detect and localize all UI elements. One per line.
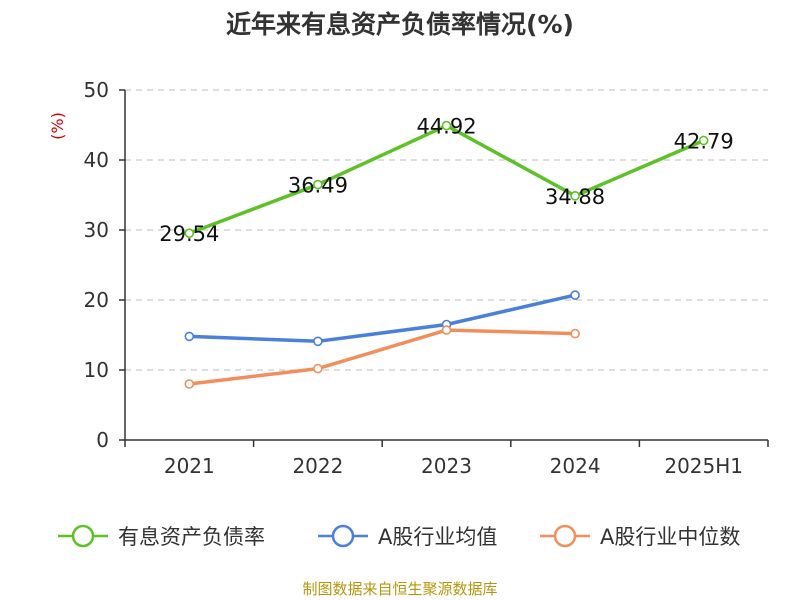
legend-label: 有息资产负债率 xyxy=(118,525,265,549)
y-tick-label: 0 xyxy=(96,428,109,452)
legend: 有息资产负债率 A股行业均值 A股行业中位数 xyxy=(58,524,740,549)
data-point xyxy=(313,363,323,374)
data-label: 36.49 xyxy=(288,174,348,198)
x-tick-label: 2023 xyxy=(421,454,472,478)
axis-layer: 0 10 20 30 40 50 2021 2022 2023 2024 2025H1 xyxy=(84,78,769,478)
y-tick-label: 40 xyxy=(84,148,109,172)
data-point xyxy=(184,228,195,239)
series-line xyxy=(188,123,705,235)
data-point xyxy=(698,135,709,146)
data-label: 42.79 xyxy=(674,129,734,153)
data-point xyxy=(313,336,323,347)
legend-label: A股行业中位数 xyxy=(600,525,740,549)
data-label: 29.54 xyxy=(159,222,219,246)
chart-title: 近年来有息资产负债率情况(%) xyxy=(226,10,574,39)
x-tick-label: 2021 xyxy=(164,454,215,478)
source-note: 制图数据来自恒生聚源数据库 xyxy=(302,580,497,598)
data-point xyxy=(184,331,195,342)
series-line xyxy=(189,328,576,386)
x-tick-label: 2022 xyxy=(292,454,343,478)
legend-marker xyxy=(331,524,355,548)
y-tick-label: 30 xyxy=(84,218,109,242)
data-point xyxy=(570,290,580,300)
legend-marker xyxy=(553,524,577,548)
data-label: 44.92 xyxy=(416,115,476,139)
x-tick-label: 2025H1 xyxy=(664,454,743,478)
grid-layer xyxy=(125,89,768,371)
x-tick-label: 2024 xyxy=(550,454,601,478)
data-point xyxy=(570,191,580,201)
data-point xyxy=(313,179,323,190)
legend-label: A股行业均值 xyxy=(378,525,497,549)
series-line xyxy=(189,293,576,344)
data-point xyxy=(441,325,452,335)
data-point xyxy=(441,120,452,131)
data-label-layer: 29.54 36.49 44.92 34.88 42.79 xyxy=(159,115,734,247)
legend-marker xyxy=(71,524,95,548)
series-layer xyxy=(184,120,709,389)
data-point xyxy=(570,328,580,339)
y-tick-label: 10 xyxy=(84,358,109,382)
data-label: 34.88 xyxy=(545,185,605,209)
y-tick-label: 20 xyxy=(84,288,109,312)
y-tick-label: 50 xyxy=(84,78,109,102)
y-axis-unit: (%) xyxy=(48,112,67,140)
data-point xyxy=(184,379,195,389)
